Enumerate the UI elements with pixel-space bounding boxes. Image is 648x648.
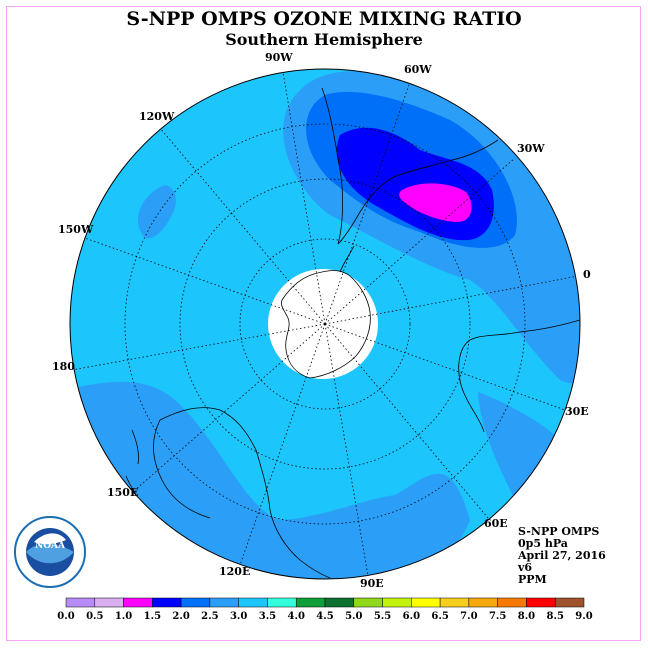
lon-label-120w: 120W bbox=[139, 110, 175, 123]
lon-label-150w: 150W bbox=[58, 223, 94, 236]
antarctic-peninsula bbox=[339, 245, 355, 273]
meridian-120e bbox=[239, 323, 326, 566]
colorbar-tick-label: 4.0 bbox=[288, 611, 305, 622]
colorbar-tick-label: 3.5 bbox=[259, 611, 276, 622]
meridian-90e bbox=[324, 323, 369, 577]
colorbar-tick-label: 3.0 bbox=[230, 611, 247, 622]
australia-coast bbox=[153, 407, 331, 579]
latitude-circle-inner bbox=[239, 238, 411, 410]
colorbar-tick-label: 2.5 bbox=[201, 611, 218, 622]
colorbar-segment bbox=[238, 597, 268, 608]
meridian-150w bbox=[84, 237, 326, 325]
page-frame bbox=[6, 6, 641, 641]
contour-2p5-west-patch bbox=[138, 185, 176, 239]
info-instrument: S-NPP OMPS bbox=[518, 525, 600, 538]
latitude-circle-middle bbox=[179, 178, 471, 470]
lon-label-180: 180 bbox=[52, 360, 75, 373]
colorbar-segment bbox=[439, 597, 470, 608]
map-title: S-NPP OMPS OZONE MIXING RATIO bbox=[126, 8, 522, 30]
lon-label-90e: 90E bbox=[360, 577, 384, 590]
lon-label-120e: 120E bbox=[219, 565, 251, 578]
meridian-60w bbox=[324, 81, 411, 325]
meridian-30e bbox=[324, 323, 566, 411]
lon-label-0: 0 bbox=[583, 268, 591, 281]
map-border bbox=[69, 68, 581, 580]
colorbar-tick-label: 2.0 bbox=[172, 611, 189, 622]
colorbar-segment bbox=[180, 597, 211, 608]
antarctica-coast bbox=[281, 270, 371, 379]
colorbar-segment bbox=[497, 597, 527, 608]
lon-label-30w: 30W bbox=[517, 142, 545, 155]
colorbar-tick-label: 5.0 bbox=[345, 611, 362, 622]
meridian-90w bbox=[282, 71, 326, 325]
colorbar-tick-label: 8.0 bbox=[518, 611, 535, 622]
africa-coast bbox=[458, 319, 580, 433]
colorbar-segment bbox=[295, 597, 326, 608]
colorbar-tick-label: 7.5 bbox=[489, 611, 506, 622]
colorbar-tick-label: 1.0 bbox=[115, 611, 132, 622]
coastlines bbox=[125, 87, 580, 579]
noaa-logo-text: NOAA bbox=[35, 541, 66, 551]
graticule bbox=[71, 71, 579, 577]
colorbar-tick-label: 8.5 bbox=[547, 611, 564, 622]
lon-label-60w: 60W bbox=[404, 63, 432, 76]
colorbar-tick-label: 7.0 bbox=[460, 611, 477, 622]
map-subtitle: Southern Hemisphere bbox=[225, 30, 423, 49]
colorbar-tick-label: 6.5 bbox=[431, 611, 448, 622]
meridian-0 bbox=[324, 275, 579, 325]
colorbar-tick-label: 1.5 bbox=[144, 611, 161, 622]
meridian-180 bbox=[71, 323, 326, 371]
colorbar-tick-label: 6.0 bbox=[403, 611, 420, 622]
south-america-coast bbox=[321, 87, 499, 245]
lon-label-30e: 30E bbox=[565, 405, 589, 418]
noaa-logo: NOAA bbox=[14, 516, 86, 588]
colorbar-tick-label: 5.5 bbox=[374, 611, 391, 622]
colorbar-segment bbox=[324, 597, 355, 608]
latitude-circle-outer bbox=[124, 123, 526, 525]
colorbar-segment bbox=[526, 597, 556, 608]
colorbar-segment bbox=[123, 597, 153, 608]
info-pressure: 0p5 hPa bbox=[518, 537, 568, 550]
colorbar-segment bbox=[152, 597, 182, 608]
colorbar-tick-label: 0.0 bbox=[57, 611, 74, 622]
colorbar-segment bbox=[468, 597, 498, 608]
colorbar-tick-label: 0.5 bbox=[86, 611, 103, 622]
info-date: April 27, 2016 bbox=[518, 549, 606, 562]
colorbar-segment bbox=[267, 597, 297, 608]
colorbar-segment bbox=[382, 597, 412, 608]
colorbar: 0.0 0.5 1.0 1.5 2.0 2.5 3.0 3.5 4.0 4.5 5.0 5.5 6.0 6… bbox=[57, 597, 593, 622]
no-data-polar-hole bbox=[268, 269, 378, 379]
lon-label-60e: 60E bbox=[484, 517, 508, 530]
info-units: PPM bbox=[518, 573, 547, 586]
colorbar-segment bbox=[94, 597, 124, 608]
info-version: v6 bbox=[518, 561, 533, 574]
colorbar-segment bbox=[411, 597, 441, 608]
colorbar-segment bbox=[554, 597, 585, 608]
colorbar-segment bbox=[353, 597, 383, 608]
meridian-120w bbox=[159, 127, 326, 325]
colorbar-segment bbox=[209, 597, 239, 608]
lon-label-90w: 90W bbox=[265, 51, 293, 64]
colorbar-tick-label: 9.0 bbox=[575, 611, 592, 622]
contour-1p0 bbox=[399, 183, 472, 222]
colorbar-segment bbox=[65, 597, 96, 608]
colorbar-tick-label: 4.5 bbox=[316, 611, 333, 622]
lon-label-150e: 150E bbox=[107, 486, 139, 499]
